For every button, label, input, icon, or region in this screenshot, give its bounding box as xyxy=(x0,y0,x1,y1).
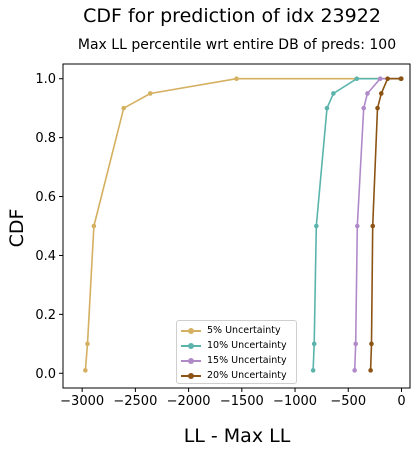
x-tick-label: 0 xyxy=(397,394,405,409)
x-tick-label: −2500 xyxy=(113,394,157,409)
data-point xyxy=(378,76,383,81)
legend-item-15: 15% Uncertainty xyxy=(181,354,287,367)
legend-swatch-5 xyxy=(181,324,201,337)
data-point xyxy=(368,368,373,373)
data-point xyxy=(352,368,357,373)
data-point xyxy=(311,368,316,373)
data-point xyxy=(312,342,317,347)
series-line-3 xyxy=(371,79,402,371)
x-axis-label: LL - Max LL xyxy=(184,425,291,447)
data-point xyxy=(354,76,359,81)
y-tick-label: 0.2 xyxy=(35,308,56,323)
legend-label-10: 10% Uncertainty xyxy=(207,339,287,352)
legend-label-5: 5% Uncertainty xyxy=(207,324,281,337)
x-axis-ticks: −3000 −2500 −2000 −1500 −1000 −500 0 xyxy=(60,388,405,409)
data-point xyxy=(85,342,90,347)
legend-swatch-15 xyxy=(181,354,201,367)
data-point xyxy=(365,91,370,96)
y-tick-label: 0.8 xyxy=(35,131,56,146)
data-point xyxy=(325,106,330,111)
y-axis-ticks: 0.0 0.2 0.4 0.6 0.8 1.0 xyxy=(35,72,63,382)
data-point xyxy=(331,91,336,96)
legend-item-20: 20% Uncertainty xyxy=(181,369,287,382)
legend-swatch-10 xyxy=(181,339,201,352)
legend-item-10: 10% Uncertainty xyxy=(181,339,287,352)
x-tick-label: −2000 xyxy=(167,394,211,409)
data-point xyxy=(314,224,319,229)
chart-subtitle: Max LL percentile wrt entire DB of preds… xyxy=(78,37,396,53)
legend-swatch-20 xyxy=(181,369,201,382)
y-tick-label: 0.4 xyxy=(35,249,56,264)
data-point xyxy=(370,224,375,229)
y-tick-label: 0.0 xyxy=(35,367,56,382)
y-tick-label: 0.6 xyxy=(35,190,56,205)
legend: 5% Uncertainty 10% Uncertainty 15% Uncer… xyxy=(176,320,297,384)
data-point xyxy=(369,342,374,347)
x-tick-label: −3000 xyxy=(60,394,104,409)
chart-title: CDF for prediction of idx 23922 xyxy=(83,5,381,27)
y-tick-label: 1.0 xyxy=(35,72,56,87)
data-point xyxy=(92,224,97,229)
data-point xyxy=(353,342,358,347)
legend-label-15: 15% Uncertainty xyxy=(207,354,287,367)
data-point xyxy=(83,368,88,373)
y-axis-label: CDF xyxy=(6,209,28,248)
data-point xyxy=(399,76,404,81)
data-point xyxy=(385,76,390,81)
data-point xyxy=(148,91,153,96)
data-point xyxy=(375,106,380,111)
data-point xyxy=(379,91,384,96)
data-point xyxy=(121,106,126,111)
legend-label-20: 20% Uncertainty xyxy=(207,369,287,382)
x-tick-label: −1500 xyxy=(220,394,264,409)
data-point xyxy=(355,224,360,229)
x-tick-label: −500 xyxy=(330,394,366,409)
series-line-2 xyxy=(355,79,402,371)
data-point xyxy=(234,76,239,81)
x-tick-label: −1000 xyxy=(273,394,317,409)
legend-item-5: 5% Uncertainty xyxy=(181,324,281,337)
data-point xyxy=(361,106,366,111)
